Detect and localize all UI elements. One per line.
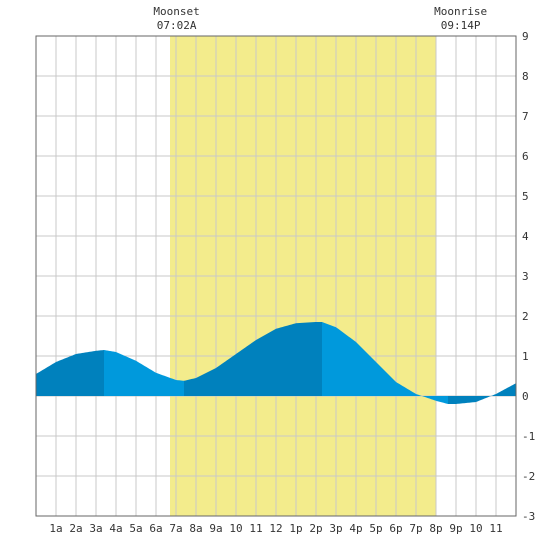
- x-tick-label: 6p: [389, 522, 402, 535]
- y-tick-label: 9: [522, 30, 529, 43]
- x-tick-label: 1a: [49, 522, 62, 535]
- x-tick-label: 4p: [349, 522, 362, 535]
- x-tick-label: 2a: [69, 522, 82, 535]
- x-tick-label: 3p: [329, 522, 342, 535]
- y-axis-tick-labels: -3 -2 -1 0 1 2 3 4 5 6 7 8 9: [522, 30, 535, 523]
- tide-segment: [184, 322, 322, 396]
- grid-lines: [36, 35, 516, 517]
- y-tick-label: 4: [522, 230, 529, 243]
- x-tick-label: 8a: [189, 522, 202, 535]
- y-tick-label: 5: [522, 190, 529, 203]
- moon-event-label: Moonrise: [434, 5, 487, 18]
- x-tick-label: 12: [269, 522, 282, 535]
- tide-segment: [36, 350, 104, 396]
- y-tick-label: -1: [522, 430, 535, 443]
- x-tick-label: 5a: [129, 522, 142, 535]
- x-tick-label: 10: [469, 522, 482, 535]
- x-tick-label: 8p: [429, 522, 442, 535]
- moon-event-time: 09:14P: [441, 19, 481, 32]
- plot-frame: [35, 35, 517, 517]
- x-tick-label: 5p: [369, 522, 382, 535]
- x-axis-tick-labels: 1a 2a 3a 4a 5a 6a 7a 8a 9a 10 11 12 1p 2p 3p 4p 5p 6p 7p 8p…: [49, 522, 502, 535]
- x-tick-label: 7a: [169, 522, 182, 535]
- x-tick-label: 10: [229, 522, 242, 535]
- moon-event-label: Moonset: [153, 5, 199, 18]
- y-tick-label: 1: [522, 350, 529, 363]
- moon-event-time: 07:02A: [157, 19, 197, 32]
- y-tick-label: 6: [522, 150, 529, 163]
- x-tick-label: 11: [489, 522, 502, 535]
- y-tick-label: 8: [522, 70, 529, 83]
- x-tick-label: 4a: [109, 522, 122, 535]
- x-tick-label: 2p: [309, 522, 322, 535]
- x-tick-label: 9a: [209, 522, 222, 535]
- y-tick-label: 7: [522, 110, 529, 123]
- x-tick-label: 6a: [149, 522, 162, 535]
- tide-segment: [104, 350, 184, 396]
- y-tick-label: 0: [522, 390, 529, 403]
- x-tick-label: 9p: [449, 522, 462, 535]
- x-tick-label: 7p: [409, 522, 422, 535]
- x-tick-label: 3a: [89, 522, 102, 535]
- y-tick-label: -3: [522, 510, 535, 523]
- y-tick-label: 3: [522, 270, 529, 283]
- x-tick-label: 1p: [289, 522, 302, 535]
- y-tick-label: 2: [522, 310, 529, 323]
- y-tick-label: -2: [522, 470, 535, 483]
- x-tick-label: 11: [249, 522, 262, 535]
- tide-segment: [448, 383, 516, 404]
- tide-area: [36, 322, 516, 404]
- tide-segment: [322, 322, 448, 404]
